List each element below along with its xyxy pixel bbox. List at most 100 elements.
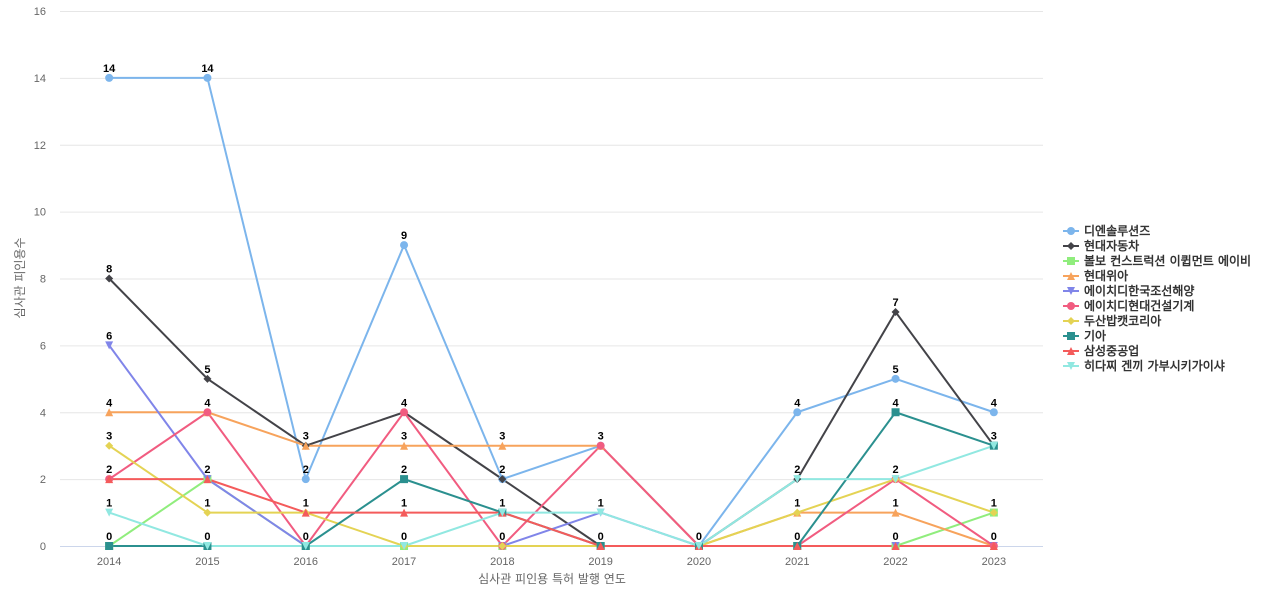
data-point bbox=[891, 374, 900, 383]
data-label: 1 bbox=[991, 498, 997, 510]
data-label: 3 bbox=[991, 431, 997, 443]
legend-item[interactable]: 현대위아 bbox=[1063, 268, 1128, 283]
data-point bbox=[694, 542, 703, 550]
x-tick-label: 2022 bbox=[883, 556, 907, 568]
legend-marker bbox=[1067, 362, 1075, 370]
y-axis-title: 심사관 피인용수 bbox=[13, 237, 27, 318]
legend-marker bbox=[1067, 272, 1075, 280]
x-tick-label: 2014 bbox=[97, 556, 121, 568]
data-point bbox=[400, 241, 409, 250]
data-point bbox=[105, 341, 114, 350]
legend-item[interactable]: 기아 bbox=[1063, 328, 1106, 343]
legend-item[interactable]: 에이치디한국조선해양 bbox=[1063, 283, 1194, 298]
legend-item[interactable]: 디엔솔루션즈 bbox=[1063, 223, 1150, 238]
series-line-7 bbox=[108, 444, 995, 547]
data-label: 2 bbox=[303, 464, 309, 476]
data-label: 0 bbox=[204, 531, 210, 543]
legend-label: 볼보 컨스트럭션 이큅먼트 에이비 bbox=[1084, 253, 1251, 268]
x-axis-title: 심사관 피인용 특허 발행 연도 bbox=[478, 571, 626, 586]
data-point bbox=[989, 441, 998, 450]
x-tick-label: 2018 bbox=[490, 556, 514, 568]
data-label: 1 bbox=[499, 498, 505, 510]
series-line-1 bbox=[108, 76, 995, 547]
data-label: 1 bbox=[794, 498, 800, 510]
data-label: 4 bbox=[892, 397, 899, 409]
legend-item[interactable]: 볼보 컨스트럭션 이큅먼트 에이비 bbox=[1063, 253, 1251, 268]
data-point bbox=[596, 508, 605, 517]
data-label: 2 bbox=[204, 464, 210, 476]
data-point bbox=[203, 508, 212, 517]
data-label: 4 bbox=[401, 397, 408, 409]
data-point bbox=[203, 374, 212, 383]
x-axis-ticks: 2014 2015 2016 2017 2018 2019 2020 2021 2022 2023 bbox=[97, 556, 1006, 568]
data-point bbox=[301, 441, 310, 450]
y-tick-label: 2 bbox=[40, 474, 46, 486]
data-label: 4 bbox=[106, 397, 113, 409]
data-label: 0 bbox=[598, 531, 604, 543]
legend-item[interactable]: 현대자동차 bbox=[1063, 238, 1139, 253]
x-tick-label: 2016 bbox=[294, 556, 318, 568]
data-point bbox=[105, 274, 114, 283]
data-label: 4 bbox=[204, 397, 211, 409]
data-point bbox=[891, 475, 900, 484]
data-point bbox=[203, 475, 212, 484]
data-point bbox=[891, 307, 900, 316]
data-label: 3 bbox=[499, 431, 505, 443]
legend-marker bbox=[1067, 287, 1075, 295]
data-point bbox=[105, 408, 114, 417]
data-label: 0 bbox=[499, 531, 505, 543]
series-line-6 bbox=[108, 411, 995, 547]
data-label: 0 bbox=[303, 531, 309, 543]
legend-label: 기아 bbox=[1084, 328, 1106, 343]
data-point bbox=[203, 542, 212, 550]
data-label: 1 bbox=[303, 498, 309, 510]
y-tick-label: 4 bbox=[40, 407, 46, 419]
legend-label: 현대자동차 bbox=[1084, 238, 1139, 253]
data-point bbox=[596, 441, 605, 450]
x-tick-label: 2017 bbox=[392, 556, 416, 568]
legend-marker bbox=[1067, 242, 1075, 250]
legend-label: 히다찌 겐끼 가부시키가이샤 bbox=[1084, 358, 1225, 373]
data-label: 3 bbox=[303, 431, 309, 443]
data-point bbox=[989, 508, 998, 517]
data-point bbox=[400, 475, 409, 484]
legend-label: 에이치디현대건설기계 bbox=[1084, 298, 1194, 313]
data-label: 2 bbox=[401, 464, 407, 476]
x-tick-label: 2021 bbox=[785, 556, 809, 568]
data-label: 9 bbox=[401, 230, 407, 242]
data-point bbox=[105, 441, 114, 450]
legend-item[interactable]: 두산밥캣코리아 bbox=[1063, 313, 1161, 328]
legend-item[interactable]: 에이치디현대건설기계 bbox=[1063, 298, 1194, 313]
y-axis-ticks: 0 2 4 6 8 10 12 14 16 bbox=[34, 6, 46, 553]
legend-item[interactable]: 히다찌 겐끼 가부시키가이샤 bbox=[1063, 358, 1225, 373]
data-label: 5 bbox=[892, 364, 898, 376]
data-label: 1 bbox=[106, 498, 112, 510]
y-tick-label: 6 bbox=[40, 340, 46, 352]
data-label: 3 bbox=[598, 431, 604, 443]
legend-marker bbox=[1067, 257, 1075, 265]
data-point bbox=[105, 542, 114, 550]
legend-item[interactable]: 삼성중공업 bbox=[1063, 343, 1139, 358]
data-label: 1 bbox=[892, 498, 898, 510]
data-label: 1 bbox=[598, 498, 604, 510]
data-label: 3 bbox=[106, 431, 112, 443]
data-label: 3 bbox=[401, 431, 407, 443]
data-label: 1 bbox=[401, 498, 407, 510]
x-tick-label: 2023 bbox=[982, 556, 1006, 568]
data-label: 4 bbox=[794, 397, 801, 409]
series-markers bbox=[105, 73, 998, 550]
legend-label: 디엔솔루션즈 bbox=[1084, 223, 1150, 238]
y-tick-label: 16 bbox=[34, 6, 46, 18]
data-point bbox=[793, 408, 802, 417]
data-point bbox=[301, 475, 310, 484]
y-tick-label: 14 bbox=[34, 73, 46, 85]
data-label: 2 bbox=[794, 464, 800, 476]
legend-marker bbox=[1067, 302, 1075, 310]
y-tick-label: 12 bbox=[34, 140, 46, 152]
data-label: 7 bbox=[892, 297, 898, 309]
data-label: 2 bbox=[892, 464, 898, 476]
data-point bbox=[891, 408, 900, 417]
data-point bbox=[498, 441, 507, 450]
x-tick-label: 2020 bbox=[687, 556, 711, 568]
